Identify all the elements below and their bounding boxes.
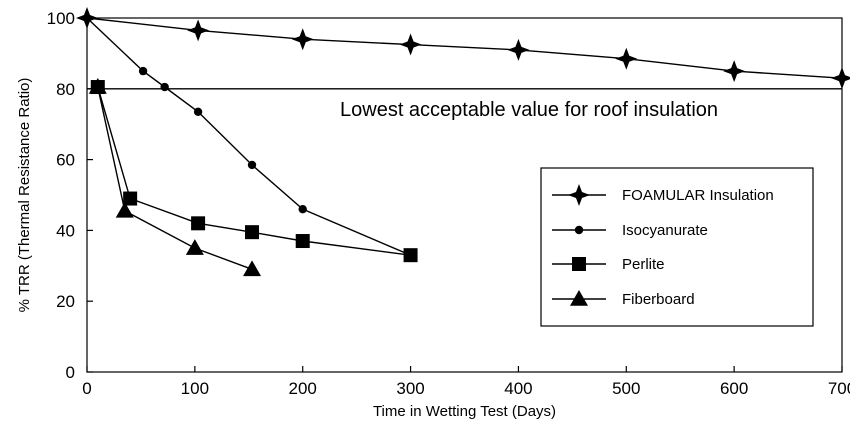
x-tick-label: 700 — [828, 379, 850, 398]
data-point-foamular-insulation — [507, 38, 530, 61]
y-tick-label: 80 — [56, 80, 75, 99]
data-point-isocyanurate — [247, 160, 257, 170]
y-tick-label: 40 — [56, 221, 75, 240]
data-point-perlite — [123, 191, 138, 206]
data-point-foamular-insulation — [187, 19, 210, 42]
x-tick-label: 0 — [82, 379, 91, 398]
series-line-foamular-insulation — [86, 17, 843, 79]
x-tick-label: 100 — [181, 379, 209, 398]
data-point-foamular-insulation — [831, 67, 850, 90]
series-fiberboard — [88, 78, 262, 277]
legend-marker-foamular-insulation — [568, 184, 590, 206]
series-line-isocyanurate — [86, 17, 411, 256]
data-point-perlite — [295, 234, 310, 249]
y-tick-label: 60 — [56, 151, 75, 170]
y-tick-label: 20 — [56, 292, 75, 311]
reference-line-label: Lowest acceptable value for roof insulat… — [340, 99, 718, 121]
data-point-isocyanurate — [138, 66, 148, 76]
legend-label-fiberboard: Fiberboard — [622, 291, 695, 308]
data-point-foamular-insulation — [615, 47, 638, 70]
legend-marker-perlite — [572, 257, 586, 271]
x-tick-label: 400 — [504, 379, 532, 398]
data-point-fiberboard — [243, 260, 262, 277]
y-axis-title: % TRR (Thermal Resistance Ratio) — [16, 78, 33, 313]
data-point-foamular-insulation — [399, 33, 422, 56]
series-line-perlite — [97, 86, 411, 256]
y-tick-label: 100 — [47, 9, 75, 28]
plot-frame — [86, 17, 843, 373]
y-tick-label: 0 — [66, 363, 75, 382]
series-group — [76, 7, 850, 277]
x-axis-title: Time in Wetting Test (Days) — [373, 403, 556, 420]
data-point-isocyanurate — [298, 204, 307, 214]
series-isocyanurate — [82, 13, 415, 260]
legend: FOAMULAR Insulation Isocyanurate Perlite Fi… — [540, 167, 814, 327]
data-point-isocyanurate — [82, 13, 92, 23]
axes — [86, 17, 843, 373]
data-point-perlite — [191, 216, 206, 231]
legend-label-foamular-insulation: FOAMULAR Insulation — [622, 187, 774, 204]
data-point-fiberboard — [185, 239, 204, 255]
series-perlite — [90, 80, 418, 263]
data-point-foamular-insulation — [723, 60, 746, 83]
series-foamular-insulation — [76, 7, 850, 90]
data-point-perlite — [403, 248, 418, 263]
legend-marker-fiberboard — [570, 290, 588, 306]
data-point-fiberboard — [115, 201, 134, 218]
data-point-foamular-insulation — [291, 28, 314, 51]
x-tick-label: 200 — [289, 379, 317, 398]
x-tick-label: 300 — [396, 379, 424, 398]
legend-marker-isocyanurate — [574, 225, 584, 235]
x-tick-label: 600 — [720, 379, 748, 398]
data-point-isocyanurate — [160, 82, 169, 92]
series-line-fiberboard — [97, 86, 253, 270]
legend-label-perlite: Perlite — [622, 256, 665, 273]
legend-label-isocyanurate: Isocyanurate — [622, 222, 708, 239]
x-tick-label: 500 — [612, 379, 640, 398]
data-point-isocyanurate — [193, 107, 203, 117]
axis-ticks: 0 100 200 300 400 500 600 700 0 20 40 60 80 100 — [47, 9, 850, 398]
data-point-perlite — [245, 225, 260, 240]
data-point-fiberboard — [88, 78, 107, 94]
